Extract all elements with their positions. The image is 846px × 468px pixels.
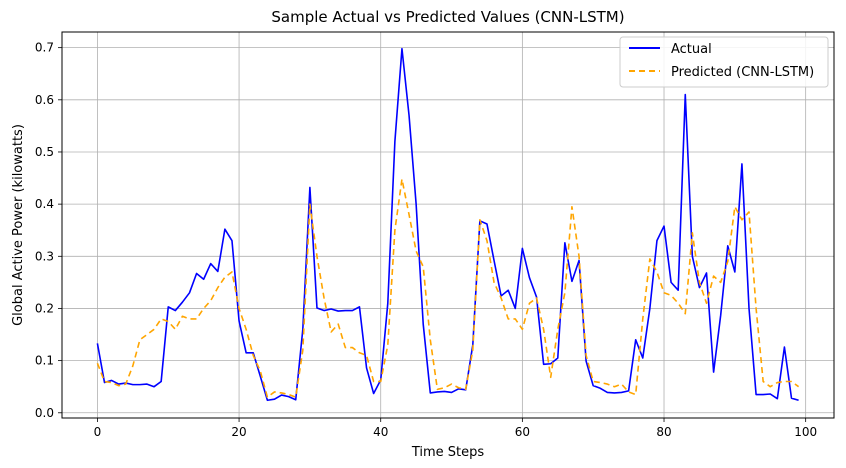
y-tick-label: 0.2 [35,301,54,315]
y-tick-label: 0.7 [35,41,54,55]
y-tick-label: 0.5 [35,145,54,159]
legend-predicted-label: Predicted (CNN-LSTM) [671,65,814,80]
x-tick-label: 40 [373,425,388,439]
chart-title: Sample Actual vs Predicted Values (CNN-L… [271,8,624,26]
y-axis-ticks: 0.0 0.1 0.2 0.3 0.4 0.5 0.6 0.7 [35,41,62,420]
y-tick-label: 0.0 [35,406,54,420]
x-tick-label: 20 [231,425,246,439]
y-tick-label: 0.6 [35,93,54,107]
legend-actual-label: Actual [671,42,712,57]
x-tick-label: 80 [656,425,671,439]
x-tick-label: 100 [794,425,817,439]
y-axis-label: Global Active Power (kilowatts) [11,124,26,326]
series-line-actual [96,47,799,402]
y-tick-label: 0.1 [35,354,54,368]
legend: Actual Predicted (CNN-LSTM) [619,36,829,88]
x-tick-label: 60 [515,425,530,439]
x-axis-label: Time Steps [411,445,485,460]
series-line-predicted [96,178,800,398]
x-tick-label: 0 [94,425,102,439]
plot-area [96,47,800,402]
y-tick-label: 0.4 [35,197,54,211]
plot-frame [61,31,835,419]
legend-box [619,36,829,88]
y-tick-label: 0.3 [35,249,54,263]
grid [62,32,834,418]
x-axis-ticks: 0 20 40 60 80 100 [94,418,817,439]
